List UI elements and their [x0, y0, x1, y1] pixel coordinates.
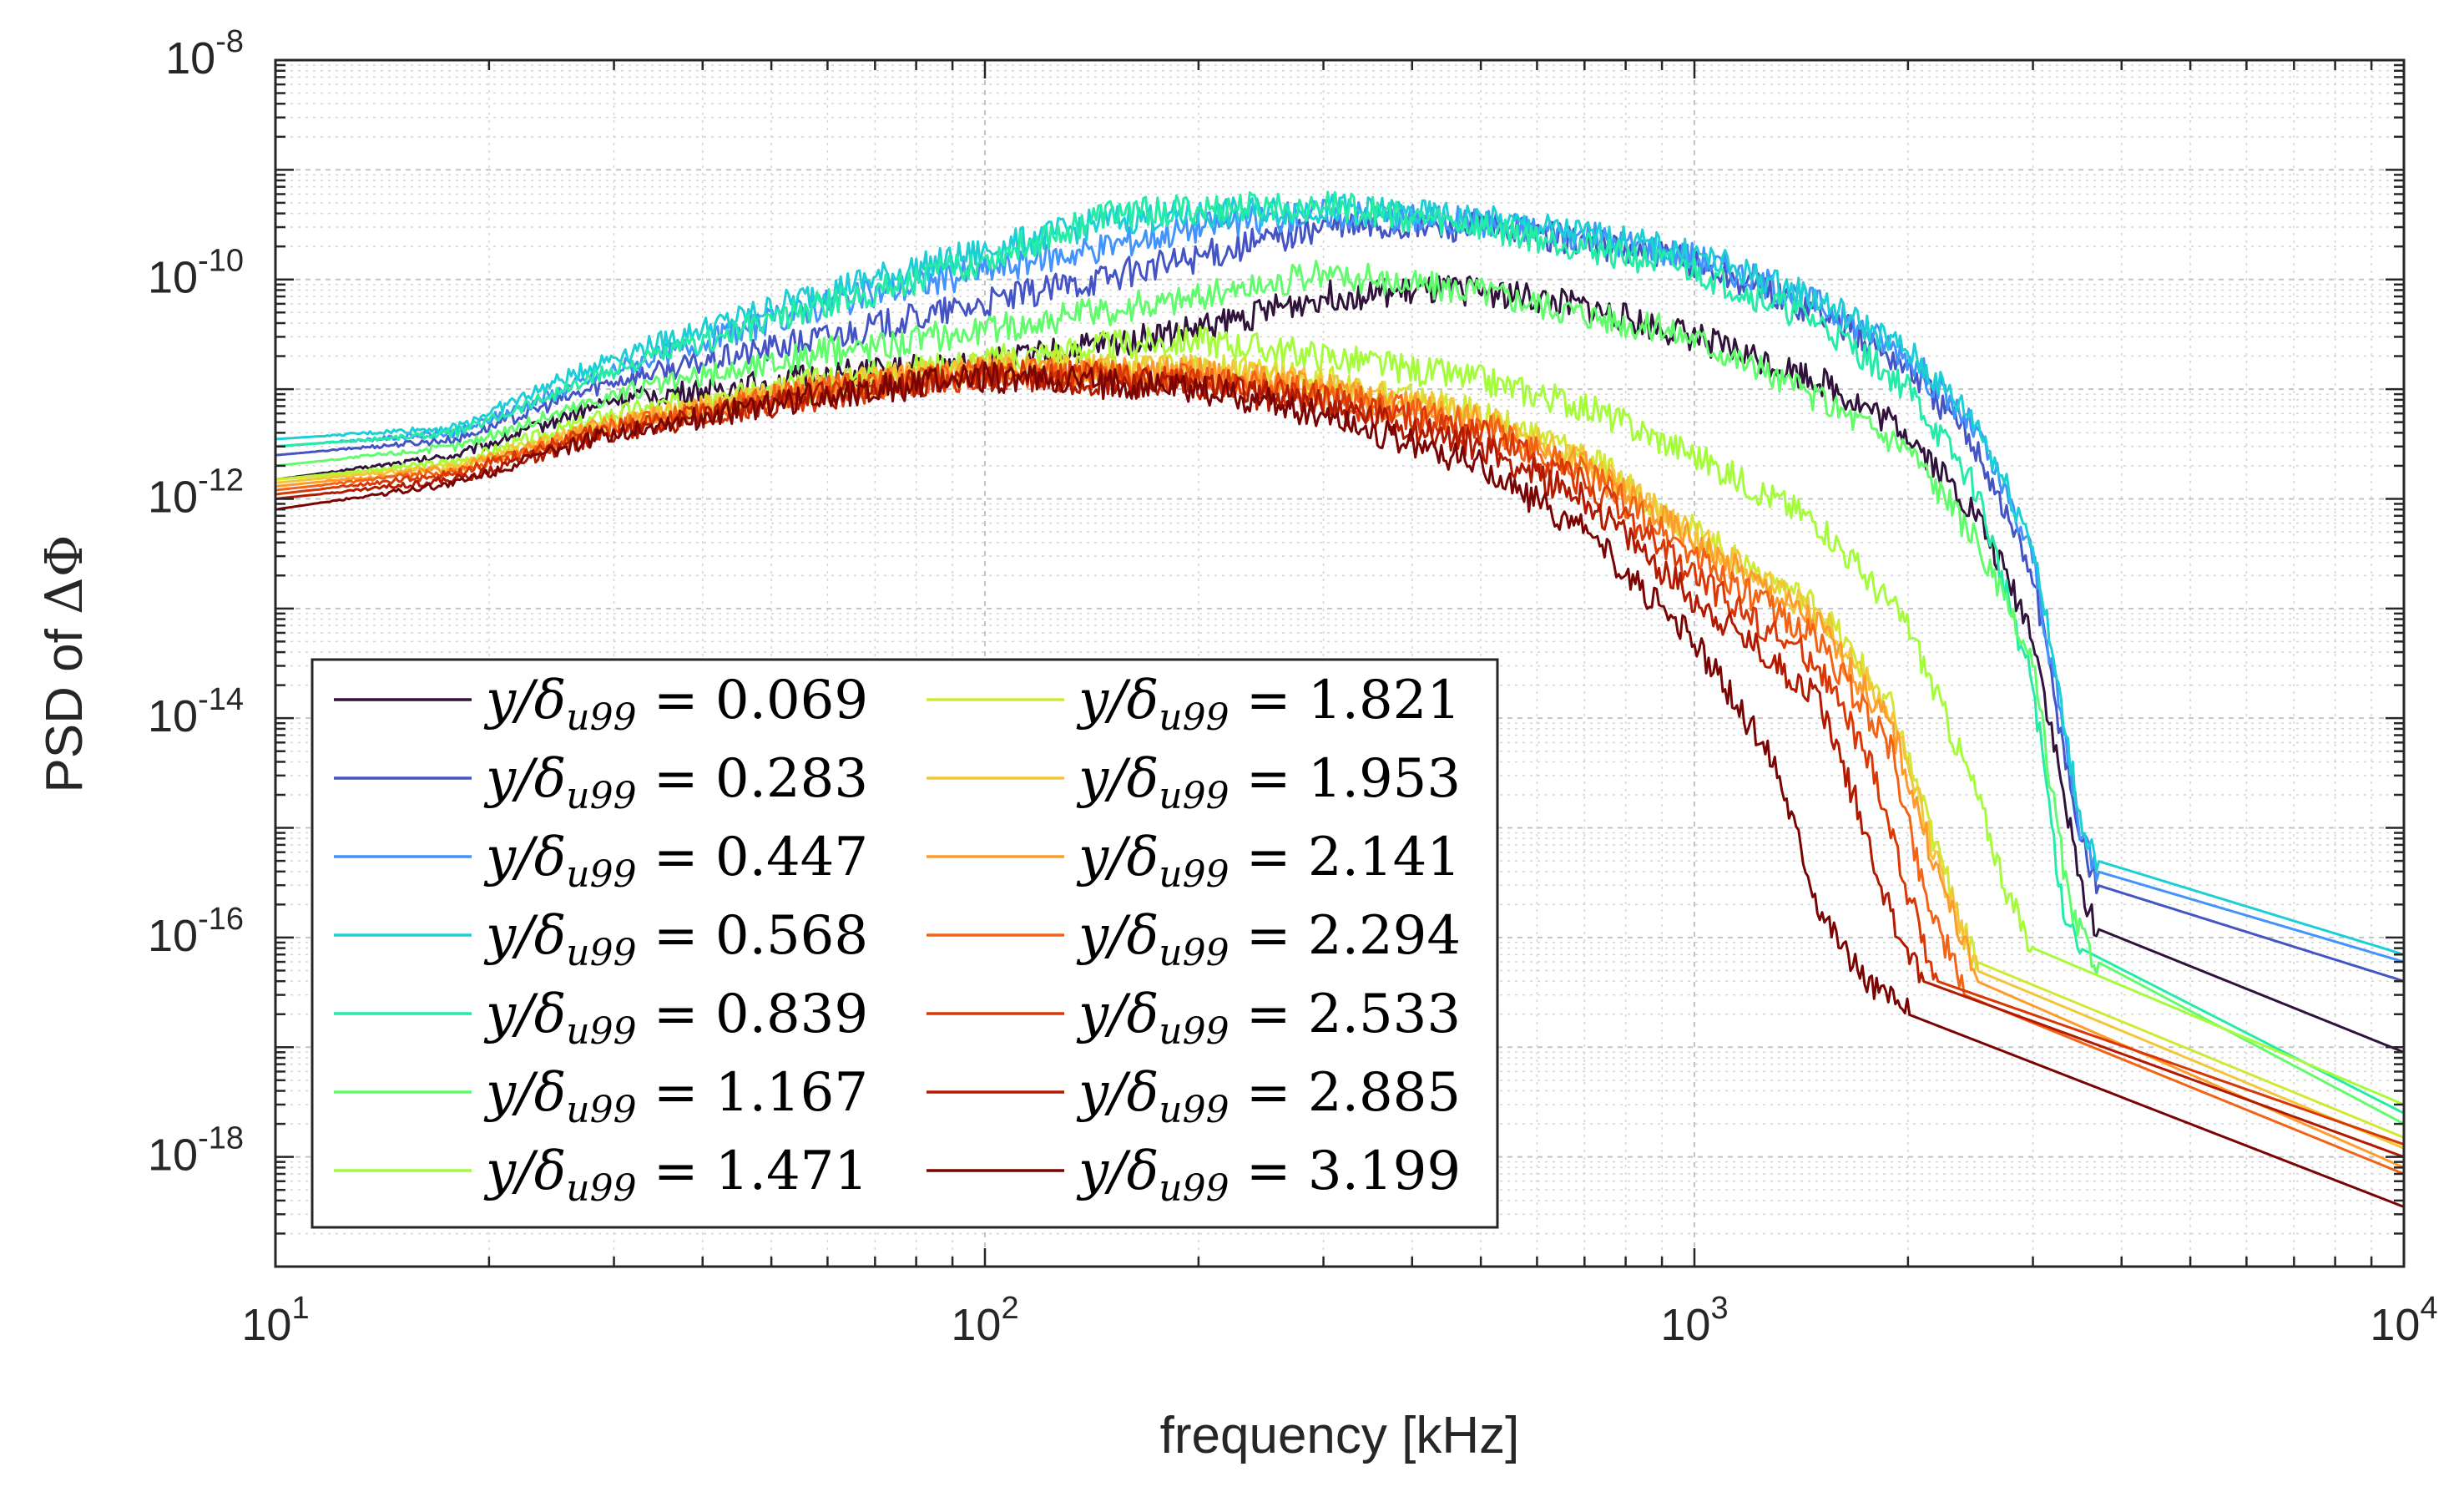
legend: y/δu99 = 0.069 y/δu99 = 0.283 y/δu99 = 0.4… — [311, 658, 1499, 1229]
plot-frame — [274, 58, 2406, 1268]
x-tick-labels: 101 102 103 104 — [241, 1291, 2437, 1350]
series-line-0.839 — [275, 190, 2405, 1115]
legend-entry-label: y/δu99 = 0.568 — [483, 905, 868, 974]
y-tick-label: 10-8 — [165, 24, 244, 83]
legend-entry-label: y/δu99 = 1.167 — [483, 1062, 868, 1131]
legend-entry-label: y/δu99 = 0.839 — [483, 984, 868, 1053]
x-tick-label: 104 — [2370, 1291, 2437, 1350]
legend-entry-label: y/δu99 = 1.953 — [1076, 748, 1461, 817]
tick-marks — [274, 58, 2406, 1268]
x-tick-label: 102 — [951, 1291, 1018, 1350]
series-line-2.885 — [275, 361, 2405, 1159]
y-tick-label: 10-14 — [148, 682, 244, 741]
x-tick-label: 101 — [241, 1291, 309, 1350]
legend-entry-label: y/δu99 = 1.471 — [483, 1140, 868, 1210]
series-line-0.069 — [275, 275, 2405, 1054]
series-line-0.568 — [275, 193, 2405, 956]
legend-entry-label: y/δu99 = 1.821 — [1076, 670, 1461, 739]
legend-entry-label: y/δu99 = 2.141 — [1076, 827, 1461, 896]
y-axis-title-prefix: PSD of — [36, 615, 93, 793]
legend-entry-label: y/δu99 = 2.533 — [1076, 984, 1461, 1053]
y-tick-label: 10-12 — [148, 463, 244, 522]
series-line-1.167 — [275, 260, 2405, 1125]
legend-box — [311, 658, 1499, 1229]
y-axis-title: PSD of ΔΦ — [33, 534, 94, 792]
series-line-2.294 — [275, 357, 2405, 1176]
series-line-3.199 — [275, 361, 2405, 1208]
legend-entry-label: y/δu99 = 3.199 — [1076, 1140, 1461, 1210]
legend-entry-label: y/δu99 = 2.885 — [1076, 1062, 1461, 1131]
y-axis-title-symbol: ΔΦ — [33, 534, 94, 615]
y-tick-label: 10-18 — [148, 1121, 244, 1181]
legend-entry-label: y/δu99 = 0.283 — [483, 748, 868, 817]
legend-entry-label: y/δu99 = 0.069 — [483, 670, 868, 739]
series-layer — [275, 190, 2405, 1208]
legend-entry-label: y/δu99 = 0.447 — [483, 827, 868, 896]
x-tick-label: 103 — [1660, 1291, 1728, 1350]
y-tick-label: 10-16 — [148, 902, 244, 961]
x-axis-title: frequency [kHz] — [1160, 1407, 1520, 1464]
y-tick-label: 10-10 — [148, 244, 244, 303]
y-tick-labels: 10-8 10-10 10-12 10-14 10-16 10-18 — [148, 24, 244, 1181]
legend-entry-label: y/δu99 = 2.294 — [1076, 905, 1461, 974]
